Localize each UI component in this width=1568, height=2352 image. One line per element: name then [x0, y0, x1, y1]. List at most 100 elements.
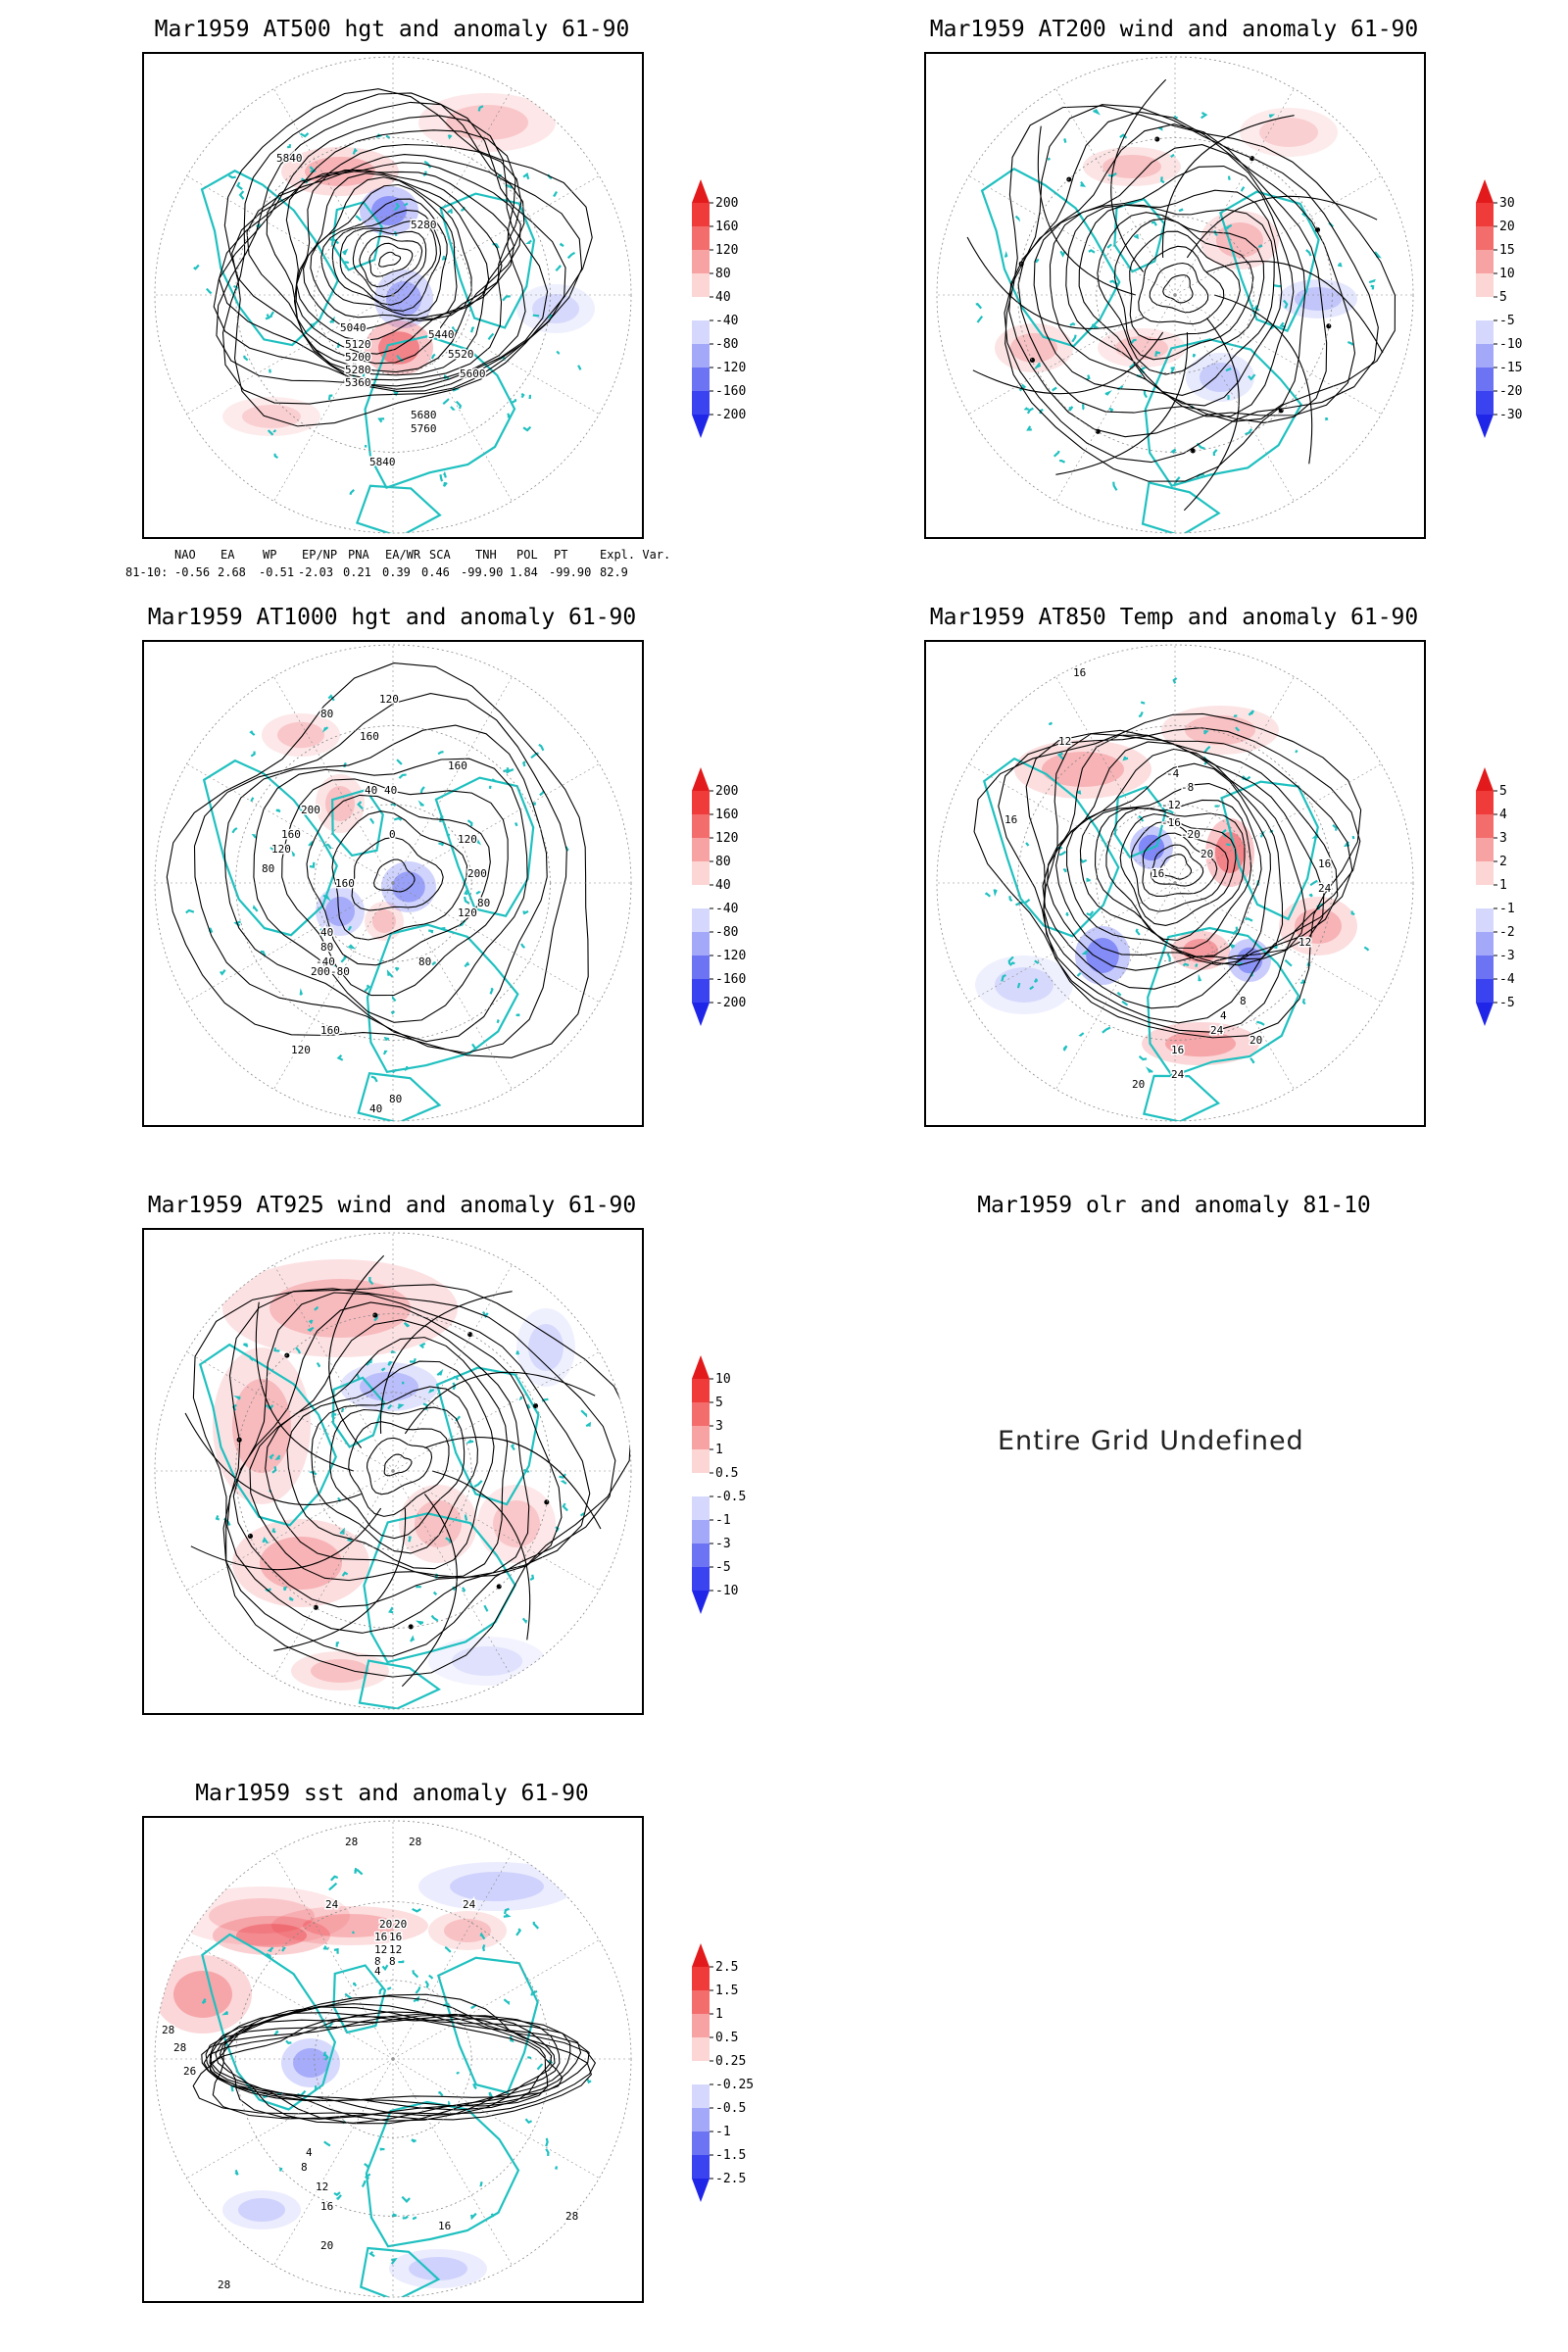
- index-value: -99.90: [461, 565, 504, 579]
- contour-line: [193, 693, 567, 1054]
- contour-line: [203, 2011, 549, 2107]
- coastline-fragment: [220, 969, 226, 976]
- contour-line: [348, 1421, 450, 1517]
- coastline-fragment: [308, 1319, 314, 1325]
- contour-layer: [213, 88, 593, 427]
- contour-label: 12: [389, 1943, 402, 1956]
- colorbar-label: -160: [715, 384, 746, 399]
- contour-line: [285, 171, 514, 365]
- colorbar-label: 0.5: [715, 1466, 738, 1481]
- colorbar-label: -0.25: [715, 2078, 754, 2092]
- coastline-layer: [198, 1276, 592, 1709]
- coastline-fragment: [1284, 958, 1293, 967]
- anomaly-shading: [975, 956, 1073, 1014]
- streamline: [404, 1371, 596, 1435]
- coastline-fragment: [327, 959, 336, 967]
- anomaly-shading-core: [173, 1971, 232, 2018]
- coastline-fragment: [438, 2090, 444, 2097]
- contour-line: [331, 209, 442, 312]
- coastline-fragment: [1025, 842, 1030, 847]
- coastline-fragment: [1039, 409, 1044, 415]
- coastline-fragment: [488, 2091, 493, 2098]
- coastline-fragment: [1279, 321, 1287, 328]
- streamline: [966, 236, 1144, 330]
- coastline-fragment: [451, 325, 458, 332]
- colorbar-label: -20: [1499, 384, 1522, 399]
- meridian-line: [273, 1264, 394, 1472]
- index-value: -0.51: [259, 565, 295, 579]
- anomaly-shading: [381, 861, 436, 912]
- coastline-fragment: [1198, 973, 1202, 982]
- contour-line: [253, 758, 528, 1023]
- coastline-fragment: [1093, 108, 1101, 116]
- coastline-fragment: [383, 1036, 390, 1042]
- coastline-fragment: [252, 905, 259, 912]
- coastline-fragment: [580, 1409, 588, 1418]
- anomaly-shading-core: [415, 1500, 462, 1547]
- polar-map-at500: 5840528050405120520052805360544055205600…: [154, 56, 632, 534]
- contour-layer: [966, 78, 1396, 512]
- coastline-fragment: [269, 1453, 274, 1460]
- meridian-line: [1174, 294, 1382, 415]
- coastline: [364, 334, 516, 490]
- coastline-fragment: [1145, 1066, 1153, 1074]
- coastline-fragment: [265, 314, 270, 320]
- streamline: [255, 1301, 355, 1472]
- coastline-fragment: [1305, 249, 1312, 257]
- meridian-line: [392, 175, 600, 296]
- coastline-fragment: [265, 865, 271, 871]
- streamline-arrow: [1278, 408, 1284, 414]
- anomaly-shading-core: [325, 897, 355, 926]
- coastline-fragment: [1154, 351, 1161, 357]
- colorbar-label: 3: [715, 1419, 723, 1434]
- anomaly-shading: [1186, 353, 1254, 402]
- streamline: [1161, 115, 1295, 258]
- coastline-fragment: [1232, 926, 1239, 936]
- index-row-label: 81-10:: [125, 565, 169, 579]
- coastline-fragment: [1035, 259, 1040, 264]
- coastline-fragment: [1240, 186, 1246, 192]
- coastline-fragment: [270, 846, 276, 853]
- coastline-fragment: [227, 174, 236, 179]
- colorbar-segment: [692, 1567, 710, 1591]
- colorbar-segment: [692, 226, 710, 250]
- coastline-fragment: [1195, 962, 1199, 967]
- coastline-fragment: [281, 1946, 286, 1952]
- coastline-fragment: [342, 261, 350, 265]
- contour-label: 20: [1200, 848, 1213, 860]
- anomaly-shading-core: [1086, 938, 1119, 973]
- contour-label: 28: [218, 2278, 230, 2291]
- coastline: [355, 484, 442, 533]
- contour-line: [209, 2016, 564, 2102]
- coastline-fragment: [520, 943, 526, 949]
- coastline-fragment: [381, 1964, 389, 1972]
- coastline-fragment: [327, 394, 333, 401]
- contour-line: [1078, 204, 1275, 396]
- contour-layer: [192, 1993, 597, 2125]
- colorbar-label: -80: [715, 925, 738, 940]
- coastline: [1141, 481, 1221, 533]
- anomaly-shading-core: [311, 1659, 369, 1683]
- contour-label: 16: [374, 1931, 387, 1943]
- contour-line: [218, 129, 526, 387]
- coastline-fragment: [340, 955, 348, 963]
- coastline-fragment: [394, 966, 400, 972]
- coastline-fragment: [1309, 879, 1318, 887]
- contour-label: 160: [448, 760, 467, 772]
- coastline-fragment: [390, 1010, 396, 1015]
- latitude-circle: [154, 56, 632, 534]
- panel-title-at1000: Mar1959 AT1000 hgt and anomaly 61-90: [147, 605, 637, 630]
- colorbar-label: 5: [1499, 784, 1507, 799]
- coastline-fragment: [1078, 1032, 1085, 1037]
- coastline-fragment: [357, 801, 364, 810]
- coastline: [201, 1933, 337, 2111]
- colorbar-label: -5: [715, 1560, 731, 1575]
- coastline-fragment: [1301, 998, 1306, 1005]
- colorbar-arrow-bottom: [1476, 1003, 1494, 1026]
- streamline: [1037, 125, 1137, 296]
- coastline-fragment: [397, 1403, 405, 1409]
- coastline-fragment: [510, 1444, 515, 1451]
- contour-line: [1097, 212, 1265, 375]
- coastline-fragment: [1170, 153, 1175, 159]
- contour-line: [973, 712, 1362, 1039]
